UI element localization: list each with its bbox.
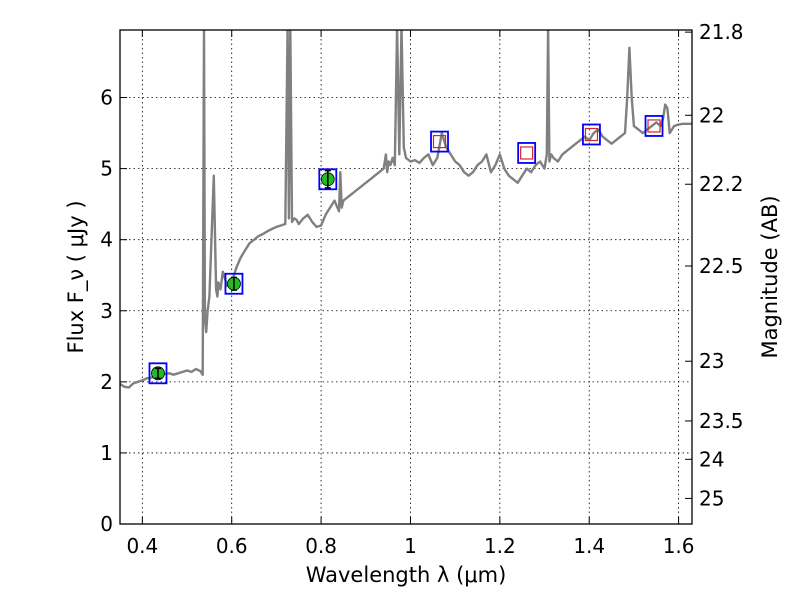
- mag-tick-label: 22: [699, 103, 724, 127]
- mag-tick-label: 21.8: [699, 20, 744, 44]
- model-flux-box: [148, 362, 168, 385]
- x-axis-label: Wavelength λ (μm): [306, 563, 507, 587]
- y-tick-label: 1: [100, 441, 113, 465]
- mag-tick-label: 23.5: [699, 409, 744, 433]
- model-point: [520, 146, 534, 160]
- model-point: [432, 134, 447, 149]
- mag-tick-label: 22.5: [699, 254, 744, 278]
- x-tick-label: 1.4: [573, 534, 605, 558]
- model-flux-box: [430, 130, 449, 153]
- plot-frame: [119, 29, 693, 525]
- model-point: [647, 119, 661, 133]
- mag-tick-label: 23: [699, 349, 724, 373]
- x-tick-label: 0.6: [216, 534, 248, 558]
- model-point: [584, 127, 599, 142]
- model-flux-box: [517, 142, 537, 164]
- sed-model-line: [120, 30, 692, 389]
- model-flux-box: [224, 272, 244, 295]
- series-layer: [120, 30, 692, 389]
- x-tick-label: 0.8: [305, 534, 337, 558]
- y-tick-label: 2: [100, 370, 113, 394]
- mag-tick-label: 22.2: [699, 172, 744, 196]
- model-flux-box: [318, 168, 338, 191]
- mag-tick-label: 25: [699, 486, 724, 510]
- x-tick-label: 1: [404, 534, 417, 558]
- model-flux-box: [644, 115, 664, 137]
- photometry-layer: [148, 115, 664, 385]
- model-flux-box: [582, 123, 601, 146]
- mag-tick-label: 24: [699, 447, 724, 471]
- y-tick-label: 4: [100, 228, 113, 252]
- axes-layer: 0.4 0.6 0.8 1 1.2 1.4 1.6012345621.82222.222.5…: [100, 20, 743, 558]
- y-axis-label: Flux F_ν ( μJy ): [64, 200, 89, 353]
- y-tick-label: 6: [100, 86, 113, 110]
- y-tick-label: 3: [100, 299, 113, 323]
- x-tick-label: 0.4: [126, 534, 158, 558]
- y-tick-label: 5: [100, 157, 113, 181]
- y-tick-label: 0: [100, 512, 113, 536]
- x-tick-label: 1.2: [484, 534, 516, 558]
- x-tick-label: 1.6: [663, 534, 695, 558]
- y-axis-right-label: Magnitude (AB): [758, 195, 782, 358]
